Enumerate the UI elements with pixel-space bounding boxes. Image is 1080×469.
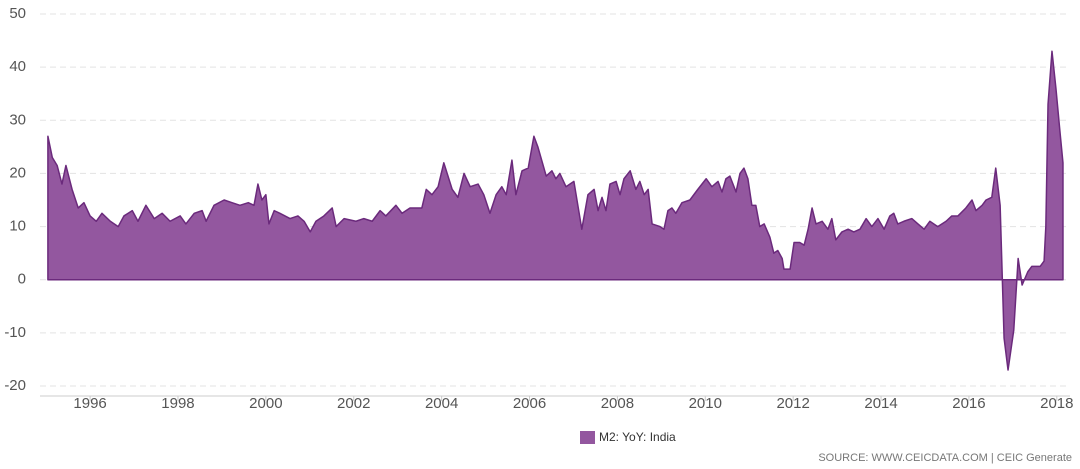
x-tick-label: 2008 <box>601 395 634 412</box>
y-tick-label: -10 <box>4 324 26 341</box>
y-tick-label: 10 <box>9 218 26 235</box>
y-tick-label: 20 <box>9 164 26 181</box>
y-tick-label: 30 <box>9 111 26 128</box>
x-tick-label: 2004 <box>425 395 458 412</box>
x-tick-label: 1996 <box>73 395 106 412</box>
y-tick-label: 0 <box>18 271 26 288</box>
source: SOURCE: WWW.CEICDATA.COM | CEIC Generate <box>818 452 1072 464</box>
x-tick-label: 2010 <box>689 395 722 412</box>
y-tick-label: 50 <box>9 5 26 22</box>
x-tick-label: 2000 <box>249 395 282 412</box>
x-tick-label: 2002 <box>337 395 370 412</box>
area <box>47 50 1064 371</box>
x-tick-label: 1998 <box>161 395 194 412</box>
x-tick-label: 2006 <box>513 395 546 412</box>
x-tick-label: 2012 <box>776 395 809 412</box>
x-tick-label: 2016 <box>952 395 985 412</box>
x-tick-label: 2018 <box>1040 395 1073 412</box>
y-tick-label: 40 <box>9 58 26 75</box>
y-tick-label: -20 <box>4 377 26 394</box>
legend-swatch[interactable] <box>580 431 595 444</box>
x-tick-label: 2014 <box>864 395 897 412</box>
legend-label[interactable]: M2: YoY: India <box>599 430 676 444</box>
